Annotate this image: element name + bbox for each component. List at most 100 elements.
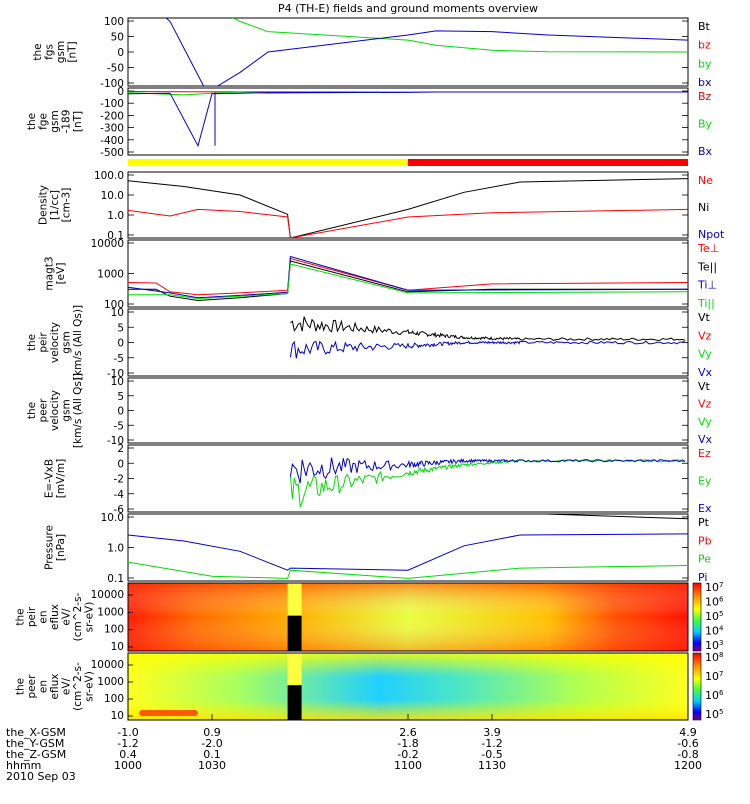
y-axis-label-line: velocity: [49, 390, 61, 431]
colorbar-base: 10: [705, 670, 719, 683]
series-line-Ey: [289, 459, 686, 509]
spectrogram-shading: [128, 583, 688, 651]
orbit-value: -0.2: [397, 748, 418, 761]
y-tick-label: 100: [104, 16, 124, 28]
panel-fge: 0-100-200-300-400-500 thefgegsm-189[nT] Bz…: [26, 86, 713, 159]
series-line-Pt: [530, 514, 688, 520]
y-axis-label-line: the: [26, 334, 38, 351]
panel-frame: [127, 171, 689, 239]
panel-frame: [127, 87, 689, 156]
series-line-bx: [165, 18, 688, 86]
colorbar-exponent: 5: [719, 708, 723, 716]
panel-frame: [127, 377, 689, 444]
colorbar-label: 104: [705, 625, 724, 638]
y-axis-label-line: [km/s (All Qs)]: [72, 305, 84, 380]
series-group: [128, 514, 688, 579]
orbit-value: -0.5: [481, 748, 502, 761]
legend-entry: Ez: [698, 447, 711, 460]
colorbar-label: 106: [705, 689, 724, 702]
legend-entry: Ni: [698, 201, 709, 214]
y-axis-label: thepeirenefluxeV/(cm^2-s-sr-eV): [15, 592, 96, 641]
legend-entry: Te⊥: [697, 242, 719, 255]
colorbar-exponent: 8: [719, 651, 723, 659]
y-tick-label: 100.0: [94, 170, 124, 182]
y-axis-label-line: gsm: [61, 399, 73, 421]
y-tick-label: -5: [114, 420, 124, 432]
orbit-value: 0.4: [119, 748, 137, 761]
y-tick-label: 50: [111, 32, 124, 44]
orbit-value: 0.9: [203, 726, 221, 739]
y-axis-label: magt3[eV]: [43, 256, 67, 290]
legend-entry: Vy: [698, 415, 712, 428]
series-line-Bx: [128, 91, 688, 148]
y-tick-label: 0: [117, 86, 124, 98]
y-axis-label-line: en: [38, 680, 50, 693]
panel-frame: [127, 582, 689, 652]
legend-entry: bx: [698, 76, 712, 89]
y-tick-label: 5: [117, 391, 124, 403]
legend-entry: Ex: [698, 502, 712, 515]
mode-bar-segment: [408, 159, 688, 166]
y-axis-label-line: gsm: [61, 331, 73, 353]
legend-entry: Pi: [698, 571, 707, 584]
y-axis-label-line: [1/cc]: [49, 190, 61, 220]
orbit-value: 4.9: [679, 726, 697, 739]
y-tick-label: 1000: [97, 269, 124, 281]
y-axis-label-line: the: [26, 113, 38, 130]
y-tick-label: -300: [100, 123, 124, 135]
y-axis-label-line: E=-VxB: [43, 459, 55, 498]
orbit-value: -0.6: [677, 737, 698, 750]
orbit-value: -1.8: [397, 737, 418, 750]
y-axis-label-line: [nT]: [72, 111, 84, 132]
panel-frame: [127, 444, 689, 513]
panel-mode-bar: [128, 159, 688, 166]
y-tick-label: 10: [111, 307, 124, 319]
y-tick-label: 100: [104, 693, 124, 705]
legend-entry: bz: [698, 39, 711, 52]
legend-entry: Pt: [698, 516, 710, 529]
colorbar-label: 107: [705, 670, 723, 683]
colorbar-exponent: 5: [719, 610, 723, 618]
spectrogram-shading: [128, 653, 688, 720]
y-axis-label-line: gsm: [55, 41, 67, 63]
y-axis-label-line: the: [15, 678, 27, 695]
spectrogram-gap: [287, 615, 302, 651]
y-axis-label-line: eflux: [49, 674, 61, 700]
y-axis-label: thepeervelocitygsm[km/s (All Qs)]: [26, 373, 84, 448]
colorbar-base: 10: [705, 651, 719, 664]
series-line-by: [231, 18, 688, 53]
y-axis-label-line: [nT]: [66, 41, 78, 62]
y-axis-label-line: velocity: [49, 322, 61, 363]
orbit-value: 1030: [198, 759, 226, 772]
colorbar-base: 10: [705, 708, 719, 721]
orbit-value: 1000: [114, 759, 142, 772]
y-axis-label-line: (cm^2-s-: [72, 662, 84, 711]
spectrogram-gap: [287, 685, 302, 720]
series-line-Ti⊥: [128, 255, 688, 299]
y-tick-label: -10: [107, 435, 124, 447]
y-tick-label: -100: [100, 98, 124, 110]
orbit-row-label: the_Y-GSM: [6, 737, 64, 750]
orbit-value: -1.2: [481, 737, 502, 750]
colorbar-label: 107: [705, 581, 723, 594]
series-group: [128, 178, 688, 238]
colorbar-exponent: 3: [719, 639, 723, 647]
colorbar-scale: [692, 582, 702, 652]
orbit-row-label: the_Z-GSM: [6, 748, 66, 761]
orbit-row-label: hhmm: [6, 759, 41, 772]
legend-entry: Vx: [698, 433, 713, 446]
panel-temperature: 10000 1000 100 magt3[eV] Te⊥ Te|| Ti⊥ Ti||: [43, 238, 719, 311]
y-tick-label: 10000: [91, 589, 124, 601]
y-axis-label-line: magt3: [43, 256, 55, 290]
legend-entry: Vz: [698, 398, 712, 411]
y-axis-label-line: [eV]: [55, 263, 67, 285]
y-axis-label-line: eV/: [61, 608, 73, 626]
y-tick-label: -10: [107, 368, 124, 380]
y-axis-label-line: eV/: [61, 677, 73, 695]
y-tick-label: 10.0: [101, 512, 124, 524]
orbit-value: -1.2: [117, 737, 138, 750]
legend-entry: Bz: [698, 90, 712, 103]
legend-entry: Bx: [698, 145, 713, 158]
